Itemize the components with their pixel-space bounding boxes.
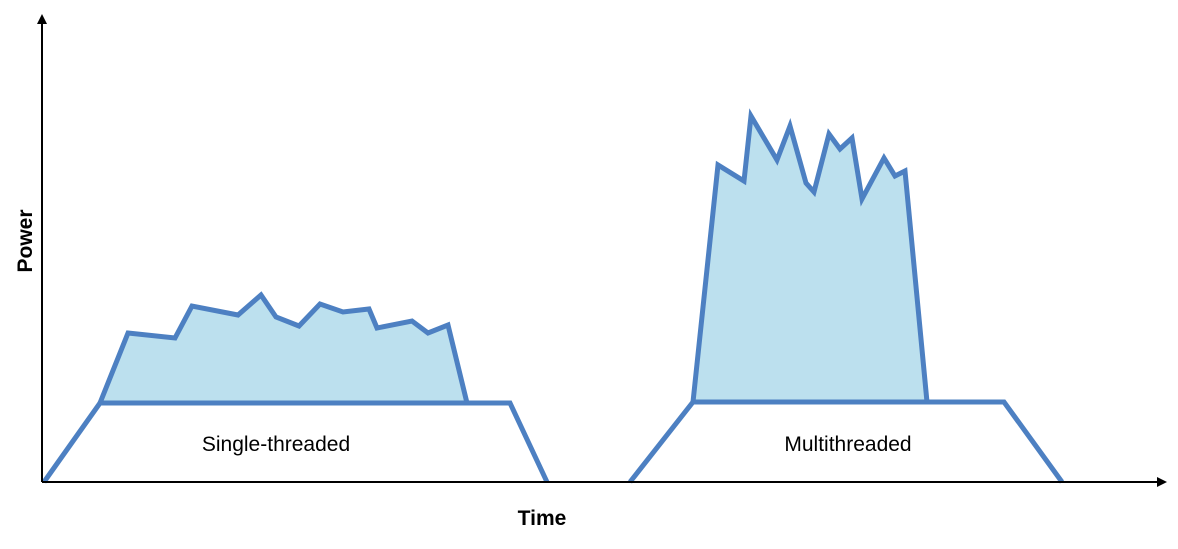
- single-threaded-base: [41, 400, 550, 484]
- multithreaded-label: Multithreaded: [784, 433, 911, 456]
- x-axis-label: Time: [518, 507, 567, 530]
- multithreaded-power-area: [690, 108, 930, 405]
- y-axis-label: Power: [14, 209, 37, 272]
- single-threaded-power-area: [96, 291, 471, 406]
- single-threaded-label: Single-threaded: [202, 433, 350, 456]
- multithreaded-base: [628, 399, 1065, 484]
